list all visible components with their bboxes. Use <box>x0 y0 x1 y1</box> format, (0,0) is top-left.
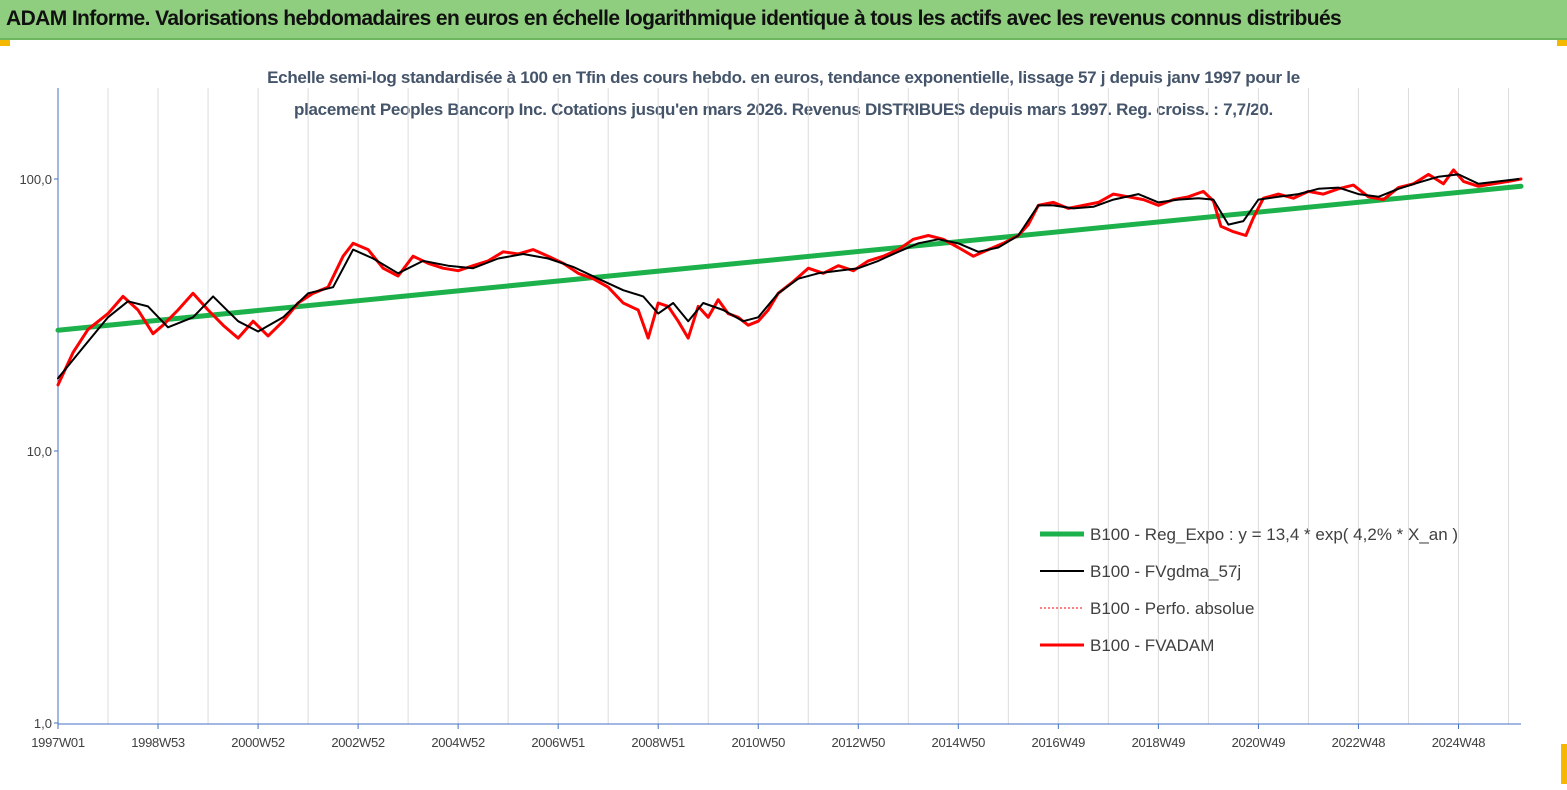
chart-plot: 1,0 10,0 100,0 1997W01 1998W53 2000W52 2002W52… <box>19 88 1524 750</box>
legend-label: B100 - Reg_Expo : y = 13,4 * exp( 4,2% *… <box>1090 525 1458 544</box>
header-banner: ADAM Informe. Valorisations hebdomadaire… <box>0 0 1567 40</box>
legend-label: B100 - Perfo. absolue <box>1090 599 1254 618</box>
fvadam-line <box>56 168 1523 387</box>
y-tick-label: 10,0 <box>27 444 52 459</box>
y-tick-label: 1,0 <box>34 716 52 731</box>
corner-marker-top-right <box>1557 40 1567 46</box>
legend-label: B100 - FVADAM <box>1090 636 1214 655</box>
report-title: ADAM Informe. Valorisations hebdomadaire… <box>6 7 1342 30</box>
x-tick-label: 2016W49 <box>1032 735 1086 750</box>
corner-marker-bottom-right <box>1561 744 1567 784</box>
x-tick-label: 1998W53 <box>131 735 185 750</box>
regression-line <box>55 183 1524 333</box>
x-tick-label: 2018W49 <box>1132 735 1186 750</box>
chart-area: Echelle semi-log standardisée à 100 en T… <box>0 40 1567 790</box>
x-tick-label: 1997W01 <box>31 735 85 750</box>
legend-label: B100 - FVgdma_57j <box>1090 562 1241 581</box>
y-tick-label: 100,0 <box>19 172 52 187</box>
chart-title-line-1: Echelle semi-log standardisée à 100 en T… <box>267 68 1300 87</box>
x-tick-label: 2024W48 <box>1432 735 1486 750</box>
x-tick-label: 2008W51 <box>631 735 685 750</box>
x-tick-label: 2004W52 <box>431 735 485 750</box>
x-tick-label: 2012W50 <box>831 735 885 750</box>
x-tick-label: 2002W52 <box>331 735 385 750</box>
x-tick-label: 2020W49 <box>1232 735 1286 750</box>
corner-marker-top-left <box>0 40 10 46</box>
x-tick-label: 2000W52 <box>231 735 285 750</box>
x-tick-label: 2006W51 <box>531 735 585 750</box>
fvgdma-line <box>57 173 1520 380</box>
x-tick-label: 2014W50 <box>932 735 986 750</box>
x-tick-label: 2010W50 <box>731 735 785 750</box>
x-tick-label: 2022W48 <box>1332 735 1386 750</box>
chart-title-line-2: placement Peoples Bancorp Inc. Cotations… <box>294 100 1273 119</box>
